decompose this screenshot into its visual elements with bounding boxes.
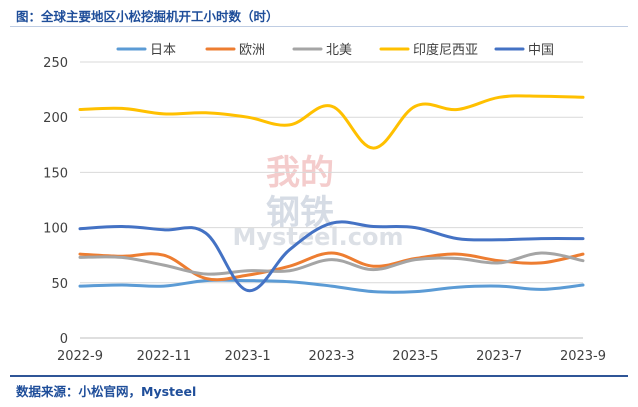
data-source: 数据来源：小松官网，Mysteel bbox=[16, 384, 197, 399]
y-tick-label: 150 bbox=[43, 166, 68, 181]
legend-label-3: 印度尼西亚 bbox=[413, 42, 478, 58]
watermark-text-1: 我的 bbox=[266, 153, 334, 193]
series-line-3 bbox=[78, 94, 585, 150]
legend-label-2: 北美 bbox=[326, 43, 352, 58]
legend: 日本 欧洲 北美 印度尼西亚 中国 bbox=[116, 42, 554, 58]
legend-label-1: 欧洲 bbox=[239, 43, 265, 58]
x-tick-label: 2023-3 bbox=[308, 349, 354, 364]
footer-divider bbox=[10, 375, 628, 377]
x-tick-label: 2023-7 bbox=[476, 349, 522, 364]
series-line-0 bbox=[78, 278, 585, 294]
x-tick-label: 2023-1 bbox=[225, 349, 271, 364]
gridlines bbox=[80, 61, 583, 284]
axes: 0 50 100 150 200 250 2022-9 2022-11 2023-1 2023-3… bbox=[43, 56, 606, 364]
y-tick-label: 200 bbox=[43, 111, 68, 126]
legend-label-0: 日本 bbox=[150, 43, 176, 58]
series-line-1 bbox=[78, 251, 585, 282]
legend-label-4: 中国 bbox=[528, 43, 554, 58]
series-lines bbox=[78, 94, 585, 294]
y-tick-label: 0 bbox=[60, 332, 68, 347]
x-tick-label: 2023-5 bbox=[392, 349, 438, 364]
series-line-2 bbox=[78, 251, 585, 276]
y-tick-label: 100 bbox=[43, 222, 68, 237]
x-tick-label: 2022-11 bbox=[137, 349, 191, 364]
series-line-4 bbox=[78, 220, 585, 293]
y-tick-label: 250 bbox=[43, 56, 68, 71]
chart-title: 图：全球主要地区小松挖掘机开工小时数（时） bbox=[16, 9, 279, 24]
x-tick-label: 2023-9 bbox=[560, 349, 606, 364]
title-divider bbox=[10, 26, 628, 27]
y-tick-label: 50 bbox=[51, 277, 68, 292]
x-tick-label: 2022-9 bbox=[57, 349, 103, 364]
